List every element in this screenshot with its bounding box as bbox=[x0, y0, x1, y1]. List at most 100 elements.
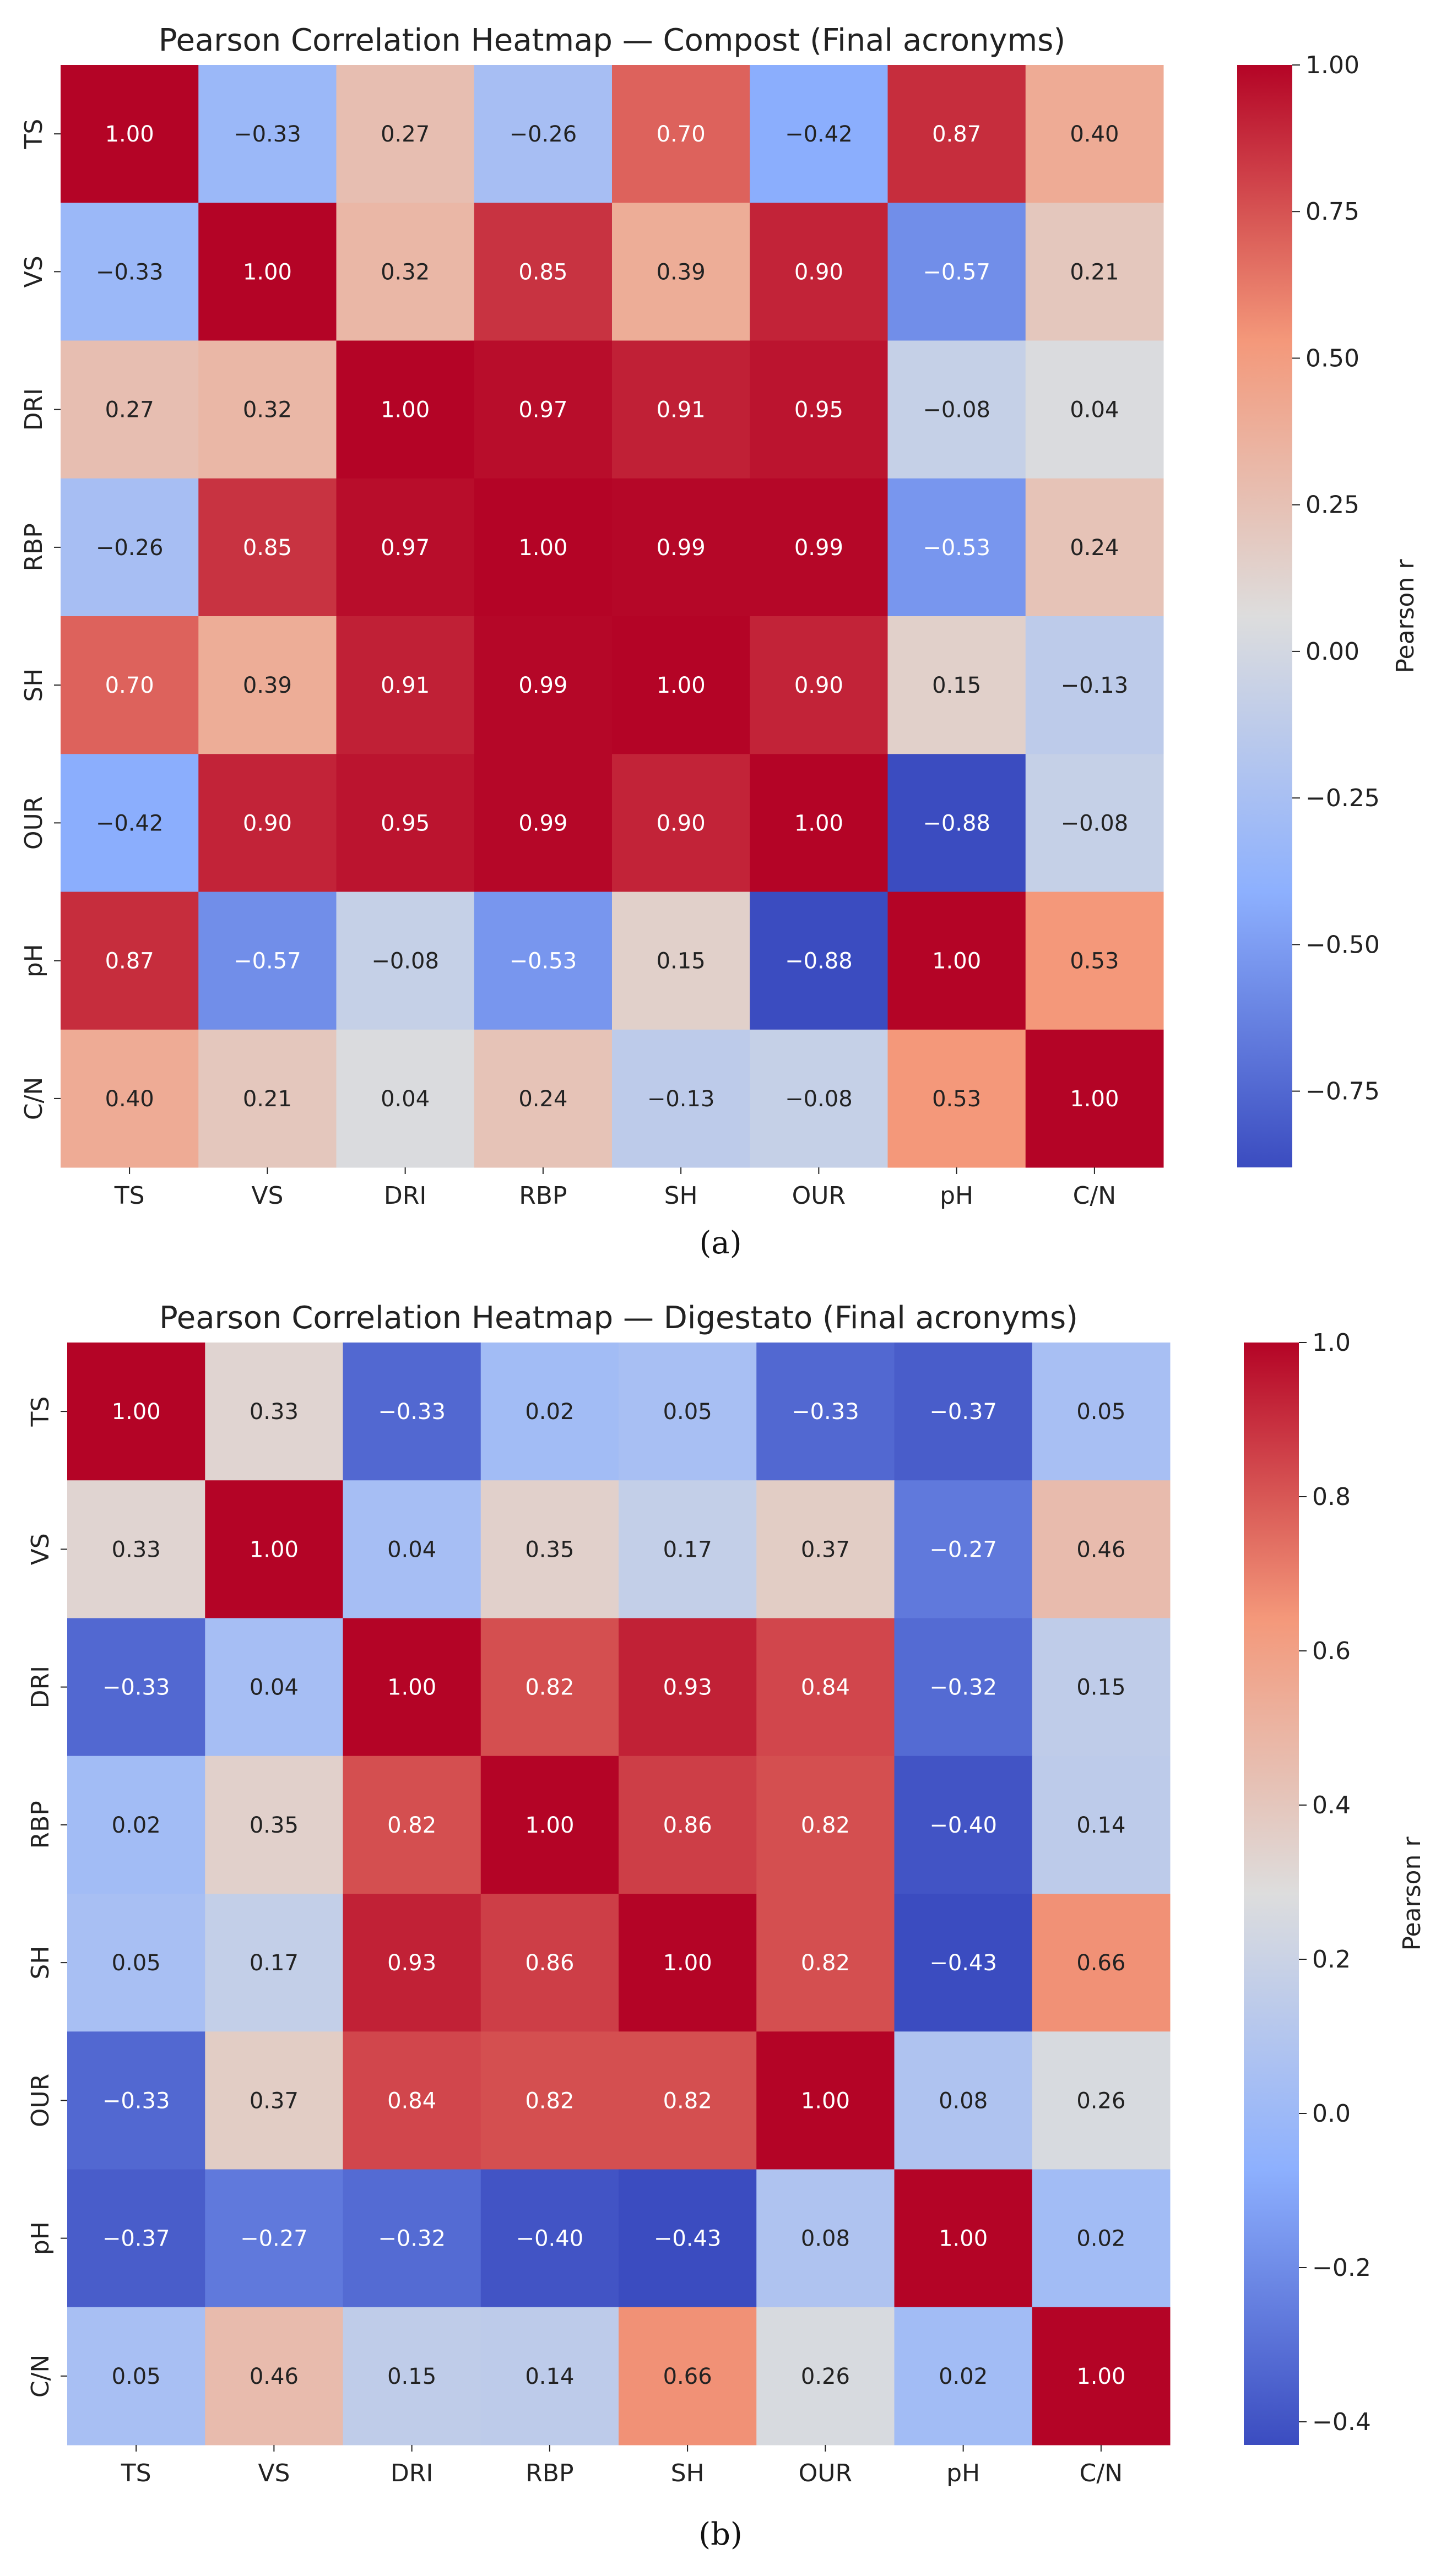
heatmap-cell bbox=[474, 203, 613, 341]
cell-value-label: −0.53 bbox=[923, 535, 990, 561]
x-tick-label: OUR bbox=[799, 2459, 852, 2487]
heatmap-cell bbox=[343, 2307, 481, 2445]
y-tick-label: RBP bbox=[20, 523, 48, 571]
y-tick-label: DRI bbox=[26, 1666, 55, 1708]
heatmap-cell bbox=[619, 2169, 757, 2308]
heatmap-cell bbox=[612, 340, 750, 479]
heatmap-cell bbox=[480, 2307, 619, 2445]
cell-value-label: −0.33 bbox=[234, 122, 301, 147]
heatmap-cell bbox=[480, 1343, 619, 1481]
colorbar-tick-label: 0.00 bbox=[1305, 638, 1359, 666]
cell-value-label: −0.40 bbox=[929, 1813, 997, 1838]
cell-value-label: −0.32 bbox=[378, 2226, 446, 2252]
heatmap-cell bbox=[756, 1480, 895, 1618]
heatmap-cell bbox=[61, 754, 199, 892]
cell-value-label: 0.14 bbox=[525, 2364, 574, 2389]
heatmap-cell bbox=[67, 2031, 205, 2170]
heatmap-cell bbox=[887, 340, 1026, 479]
cell-value-label: 0.90 bbox=[243, 811, 292, 836]
cell-value-label: 0.05 bbox=[663, 1399, 712, 1425]
heatmap-cell bbox=[612, 203, 750, 341]
cell-value-label: 0.82 bbox=[525, 1675, 574, 1700]
colorbar-tick-label: 1.00 bbox=[1305, 51, 1359, 79]
cell-value-label: 0.90 bbox=[794, 673, 843, 698]
heatmap-cell bbox=[198, 1029, 337, 1168]
heatmap-cell bbox=[343, 1894, 481, 2032]
cell-value-label: 0.32 bbox=[243, 398, 292, 423]
heatmap-cell bbox=[198, 203, 337, 341]
x-tick-label: C/N bbox=[1080, 2459, 1123, 2487]
heatmap-cell bbox=[343, 1480, 481, 1618]
cell-value-label: 0.87 bbox=[932, 122, 981, 147]
cell-value-label: 1.00 bbox=[387, 1675, 436, 1700]
cell-value-label: 0.02 bbox=[112, 1813, 161, 1838]
colorbar-label: Pearson r bbox=[1398, 1836, 1426, 1951]
heatmap-cell bbox=[887, 203, 1026, 341]
cell-value-label: −0.53 bbox=[510, 949, 577, 974]
cell-value-label: 1.00 bbox=[381, 398, 430, 423]
cell-value-label: 1.00 bbox=[1076, 2364, 1125, 2389]
heatmap-cell bbox=[1025, 203, 1164, 341]
cell-value-label: −0.26 bbox=[96, 535, 164, 561]
cell-value-label: −0.43 bbox=[654, 2226, 722, 2252]
cell-value-label: −0.33 bbox=[102, 1675, 170, 1700]
heatmap-cell bbox=[887, 616, 1026, 754]
heatmap-cell bbox=[894, 2307, 1033, 2445]
cell-value-label: −0.32 bbox=[929, 1675, 997, 1700]
cell-value-label: 0.82 bbox=[525, 2088, 574, 2113]
caption-a: (a) bbox=[699, 1225, 742, 1261]
colorbar bbox=[1237, 65, 1292, 1167]
heatmap-cell bbox=[756, 1343, 895, 1481]
heatmap-cell bbox=[480, 2031, 619, 2170]
heatmap-cell bbox=[1032, 1618, 1171, 1757]
colorbar-tick-label: 0.2 bbox=[1312, 1945, 1351, 1974]
y-tick-label: RBP bbox=[26, 1801, 55, 1849]
heatmap-cell bbox=[1032, 1894, 1171, 2032]
cell-value-label: −0.88 bbox=[923, 811, 990, 836]
cell-value-label: 1.00 bbox=[243, 259, 292, 285]
x-tick-label: C/N bbox=[1073, 1182, 1116, 1210]
heatmap-cell bbox=[612, 478, 750, 617]
x-tick-label: VS bbox=[251, 1182, 283, 1210]
y-tick-label: VS bbox=[26, 1533, 55, 1565]
heatmap-cell bbox=[756, 2307, 895, 2445]
x-tick-label: RBP bbox=[526, 2459, 573, 2487]
heatmap-cell bbox=[198, 892, 337, 1030]
cell-value-label: −0.08 bbox=[785, 1086, 853, 1112]
cell-value-label: 0.46 bbox=[1076, 1537, 1125, 1562]
heatmap-cell bbox=[336, 65, 475, 203]
cell-value-label: −0.43 bbox=[929, 1950, 997, 1976]
heatmap-cell bbox=[887, 1029, 1026, 1168]
cell-value-label: 0.99 bbox=[657, 535, 706, 561]
chart-title: Pearson Correlation Heatmap — Digestato … bbox=[159, 1300, 1078, 1336]
cell-value-label: 0.08 bbox=[939, 2088, 988, 2113]
cell-value-label: 1.00 bbox=[663, 1950, 712, 1976]
cell-value-label: 0.33 bbox=[112, 1537, 161, 1562]
cell-value-label: −0.88 bbox=[785, 949, 853, 974]
heatmap-cell bbox=[61, 478, 199, 617]
y-tick-label: TS bbox=[26, 1396, 55, 1427]
cell-value-label: 0.90 bbox=[657, 811, 706, 836]
colorbar-tick-label: 0.8 bbox=[1312, 1483, 1351, 1511]
cell-value-label: −0.27 bbox=[929, 1537, 997, 1562]
cell-value-label: −0.33 bbox=[102, 2088, 170, 2113]
cell-value-label: −0.33 bbox=[792, 1399, 859, 1425]
heatmap-cell bbox=[1032, 2031, 1171, 2170]
cell-value-label: 0.86 bbox=[663, 1813, 712, 1838]
cell-value-label: 0.04 bbox=[387, 1537, 436, 1562]
heatmap-cell bbox=[336, 754, 475, 892]
heatmap-cell bbox=[750, 1029, 888, 1168]
colorbar-tick-label: 0.6 bbox=[1312, 1637, 1351, 1665]
colorbar-tick-label: −0.4 bbox=[1312, 2408, 1371, 2436]
cell-value-label: 0.40 bbox=[1070, 122, 1119, 147]
heatmap-cell bbox=[343, 1756, 481, 1894]
cell-value-label: 0.04 bbox=[1070, 398, 1119, 423]
cell-value-label: 1.00 bbox=[794, 811, 843, 836]
cell-value-label: 0.24 bbox=[518, 1086, 567, 1112]
heatmap-cell bbox=[1025, 754, 1164, 892]
heatmap-panel-digestato: Pearson Correlation Heatmap — Digestato … bbox=[0, 1283, 1441, 2576]
cell-value-label: 0.91 bbox=[381, 673, 430, 698]
heatmap-cell bbox=[67, 1894, 205, 2032]
heatmap-cell bbox=[474, 340, 613, 479]
heatmap-cell bbox=[1032, 1756, 1171, 1894]
